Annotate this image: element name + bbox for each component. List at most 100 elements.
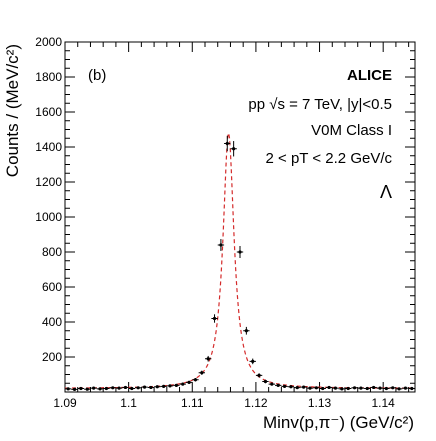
data-point xyxy=(236,246,244,258)
data-point xyxy=(198,370,205,375)
data-point xyxy=(395,387,403,391)
point-marker xyxy=(333,386,338,390)
fit-curve xyxy=(65,132,415,389)
annotation-particle: Λ xyxy=(380,182,392,202)
y-tick-label: 1800 xyxy=(35,70,62,84)
point-marker xyxy=(212,316,217,321)
data-point xyxy=(389,386,396,390)
fit-curve-layer xyxy=(65,132,415,389)
data-point xyxy=(128,386,135,391)
data-point xyxy=(205,355,212,362)
point-marker xyxy=(244,329,248,333)
annotation-class: V0M Class I xyxy=(311,122,392,139)
data-point xyxy=(294,386,301,390)
data-point xyxy=(402,386,409,390)
data-point xyxy=(300,385,307,389)
point-marker xyxy=(219,243,223,247)
annotation-energy: pp √s = 7 TeV, |y|<0.5 xyxy=(248,96,392,113)
point-marker xyxy=(187,380,191,384)
data-points-layer xyxy=(65,135,415,391)
data-point xyxy=(243,326,250,335)
data-point xyxy=(192,378,199,382)
point-marker xyxy=(314,386,318,390)
data-point xyxy=(255,373,263,378)
data-point xyxy=(224,135,231,152)
data-point xyxy=(325,385,333,390)
data-point xyxy=(306,386,314,390)
data-point xyxy=(211,314,218,323)
point-marker xyxy=(340,387,344,391)
point-marker xyxy=(111,386,115,390)
point-marker xyxy=(123,385,128,390)
point-marker xyxy=(155,385,159,389)
experiment-label: ALICE xyxy=(347,67,392,84)
x-tick-label: 1.12 xyxy=(244,396,268,410)
point-marker xyxy=(117,386,121,390)
x-tick-label: 1.1 xyxy=(120,396,137,410)
y-tick-label: 1000 xyxy=(35,210,62,224)
point-marker xyxy=(238,250,242,254)
axis-tick-labels: 1.09 1.1 1.11 1.12 1.13 1.14 200 400 600 800 1000 1… xyxy=(35,35,395,410)
data-point xyxy=(173,383,180,387)
data-point xyxy=(230,141,237,157)
point-marker xyxy=(257,373,261,377)
data-point xyxy=(90,386,97,390)
data-point xyxy=(357,386,365,390)
point-marker xyxy=(200,371,204,375)
data-point xyxy=(249,358,256,365)
point-marker xyxy=(130,386,134,391)
point-marker xyxy=(104,386,108,391)
point-marker xyxy=(149,385,153,390)
x-tick-label: 1.13 xyxy=(308,396,332,410)
data-point xyxy=(287,385,295,389)
data-point xyxy=(319,386,326,391)
y-tick-label: 800 xyxy=(42,245,62,259)
point-marker xyxy=(251,359,255,363)
data-point xyxy=(115,386,123,390)
data-point xyxy=(166,384,174,388)
data-point xyxy=(160,384,167,388)
data-point xyxy=(96,387,104,391)
point-marker xyxy=(321,386,325,391)
data-point xyxy=(338,387,345,391)
point-marker xyxy=(181,382,185,386)
point-marker xyxy=(295,386,299,390)
point-marker xyxy=(66,387,70,391)
data-point xyxy=(217,239,225,251)
point-marker xyxy=(352,386,357,390)
point-marker xyxy=(308,386,312,390)
data-point xyxy=(345,386,352,391)
x-axis-title: Minv(p,π⁻) (GeV/c²) xyxy=(263,413,414,432)
point-marker xyxy=(72,387,77,391)
data-point xyxy=(122,385,129,390)
data-point xyxy=(351,386,358,390)
point-marker xyxy=(162,384,166,388)
data-point xyxy=(147,385,155,390)
y-tick-label: 200 xyxy=(42,350,62,364)
point-marker xyxy=(410,386,414,391)
point-marker xyxy=(372,385,376,390)
data-point xyxy=(268,382,275,386)
y-tick-label: 600 xyxy=(42,280,62,294)
annotation-pt-range: 2 < pT < 2.2 GeV/c xyxy=(266,150,393,167)
point-marker xyxy=(378,386,382,390)
data-point xyxy=(179,382,186,386)
y-tick-label: 1200 xyxy=(35,175,62,189)
data-point xyxy=(262,379,269,384)
y-tick-label: 1600 xyxy=(35,105,62,119)
x-tick-label: 1.14 xyxy=(372,396,396,410)
data-point xyxy=(141,385,148,389)
point-marker xyxy=(276,383,280,387)
data-point xyxy=(332,386,339,390)
point-marker xyxy=(232,147,236,151)
data-point xyxy=(135,386,142,390)
point-marker xyxy=(359,386,363,390)
axis-ticks xyxy=(64,41,415,393)
point-marker xyxy=(98,387,102,391)
point-marker xyxy=(391,386,395,390)
y-tick-label: 1400 xyxy=(35,140,62,154)
data-point xyxy=(408,386,415,391)
data-point xyxy=(109,386,116,390)
